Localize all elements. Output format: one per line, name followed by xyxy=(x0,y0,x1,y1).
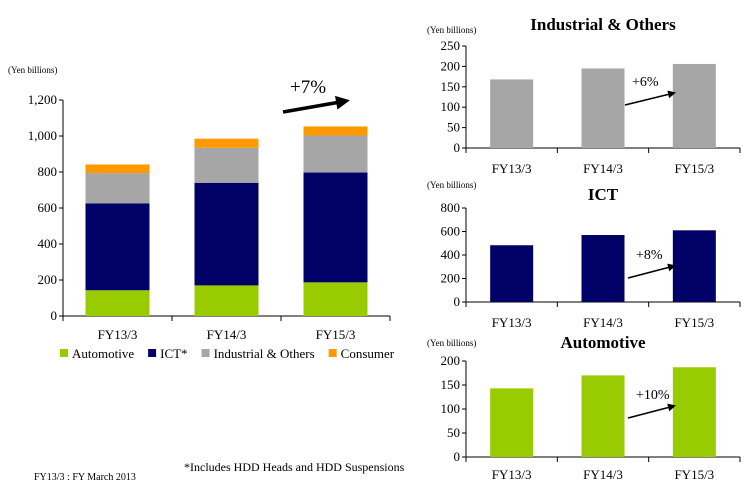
ict-x-tick-label: FY13/3 xyxy=(492,315,532,330)
automotive-growth-arrow xyxy=(627,403,676,419)
main-bar-segment xyxy=(303,282,368,316)
automotive-y-tick-label: 200 xyxy=(441,353,461,368)
legend-swatch xyxy=(60,349,68,357)
main-bar-segment xyxy=(85,290,150,316)
legend-label: Industrial & Others xyxy=(214,346,315,361)
industrial-y-tick-label: 250 xyxy=(441,38,461,53)
main-bar-segment xyxy=(85,173,150,204)
industrial-y-tick-label: 100 xyxy=(441,99,461,114)
automotive-bar xyxy=(490,388,534,457)
automotive-title: Automotive xyxy=(561,333,646,352)
automotive-y-tick-label: 150 xyxy=(441,377,461,392)
industrial-y-tick-label: 200 xyxy=(441,58,461,73)
industrial-title: Industrial & Others xyxy=(530,15,676,34)
main-x-tick-label: FY14/3 xyxy=(207,327,247,342)
industrial-y-tick-label: 0 xyxy=(454,140,461,155)
ict-growth-arrow xyxy=(627,263,676,279)
industrial-x-tick-label: FY14/3 xyxy=(583,161,623,176)
industrial-y-tick-label: 50 xyxy=(447,120,460,135)
main-unit-label: (Yen billions) xyxy=(8,65,57,75)
fy-definition-note: FY13/3 : FY March 2013 xyxy=(34,472,136,483)
main-bar-segment xyxy=(303,126,368,136)
main-x-tick-label: FY13/3 xyxy=(98,327,138,342)
industrial-bar xyxy=(581,68,625,148)
ict-y-tick-label: 600 xyxy=(441,224,461,239)
main-bar-segment xyxy=(194,285,259,316)
legend-label: ICT* xyxy=(160,346,187,361)
legend-label: Automotive xyxy=(72,346,134,361)
industrial-bar xyxy=(672,63,716,149)
main-y-tick-label: 800 xyxy=(38,164,58,179)
main-bar-segment xyxy=(194,138,259,148)
industrial-unit-label: (Yen billions) xyxy=(427,25,476,35)
main-bar-segment xyxy=(194,147,259,183)
ict-y-tick-label: 400 xyxy=(441,247,461,262)
automotive-x-tick-label: FY13/3 xyxy=(492,467,532,482)
automotive-y-tick-label: 0 xyxy=(454,449,461,464)
legend-label: Consumer xyxy=(341,346,395,361)
ict-bar xyxy=(581,235,625,302)
ict-x-tick-label: FY15/3 xyxy=(674,315,714,330)
automotive-x-tick-label: FY14/3 xyxy=(583,467,623,482)
ict-growth-label: +8% xyxy=(636,248,663,263)
main-bar-segment xyxy=(303,172,368,283)
main-bar-segment xyxy=(85,203,150,291)
main-y-tick-label: 1,200 xyxy=(28,92,57,107)
legend-swatch xyxy=(148,349,157,357)
main-bar-segment xyxy=(85,164,150,174)
automotive-bar xyxy=(581,375,625,457)
ict-unit-label: (Yen billions) xyxy=(427,180,476,190)
ict-title: ICT xyxy=(588,185,619,204)
ict-bar xyxy=(490,245,534,302)
main-y-tick-label: 0 xyxy=(51,308,58,323)
industrial-x-tick-label: FY15/3 xyxy=(674,161,714,176)
main-x-tick-label: FY15/3 xyxy=(316,327,356,342)
main-growth-label: +7% xyxy=(290,77,326,98)
industrial-y-tick-label: 150 xyxy=(441,79,461,94)
automotive-growth-label: +10% xyxy=(636,388,670,403)
automotive-y-tick-label: 100 xyxy=(441,401,461,416)
automotive-x-tick-label: FY15/3 xyxy=(674,467,714,482)
main-y-tick-label: 600 xyxy=(38,200,58,215)
industrial-bar xyxy=(490,79,534,148)
ict-x-tick-label: FY14/3 xyxy=(583,315,623,330)
automotive-unit-label: (Yen billions) xyxy=(427,338,476,348)
main-bar-segment xyxy=(303,135,368,173)
legend-swatch xyxy=(328,349,337,357)
ict-footnote: *Includes HDD Heads and HDD Suspensions xyxy=(184,460,405,474)
automotive-y-tick-label: 50 xyxy=(447,425,460,440)
main-growth-arrow xyxy=(282,95,350,114)
main-y-tick-label: 400 xyxy=(38,236,58,251)
main-bar-segment xyxy=(194,182,259,286)
industrial-growth-label: +6% xyxy=(632,75,659,90)
ict-y-tick-label: 800 xyxy=(441,200,461,215)
ict-y-tick-label: 200 xyxy=(441,271,461,286)
automotive-bar xyxy=(672,367,716,457)
industrial-growth-arrow xyxy=(624,90,676,106)
legend-swatch xyxy=(201,349,210,357)
industrial-x-tick-label: FY13/3 xyxy=(492,161,532,176)
main-y-tick-label: 1,000 xyxy=(28,128,57,143)
main-y-tick-label: 200 xyxy=(38,272,58,287)
ict-bar xyxy=(672,230,716,302)
ict-y-tick-label: 0 xyxy=(454,294,461,309)
